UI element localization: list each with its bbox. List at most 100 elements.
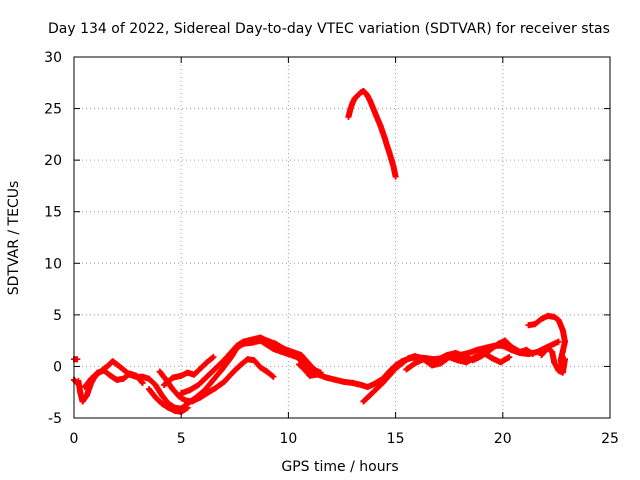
data-point [79, 398, 86, 405]
data-point [88, 375, 95, 382]
data-point [227, 350, 234, 357]
plot-frame [73, 56, 611, 419]
data-point [203, 373, 210, 380]
series-trace-h [345, 88, 399, 180]
data-point [184, 369, 191, 376]
data-point [113, 376, 120, 383]
data-point [452, 350, 459, 357]
data-point [191, 371, 198, 378]
data-point [373, 386, 380, 393]
y-tick-label: 30 [44, 50, 62, 66]
data-point [240, 338, 247, 345]
data-point [411, 353, 418, 360]
data-point [420, 356, 427, 363]
data-point [403, 366, 410, 373]
data-point [304, 359, 311, 366]
y-tick-label: 5 [53, 308, 62, 324]
data-point [474, 346, 481, 353]
data-point [544, 312, 551, 319]
data-point [392, 365, 399, 372]
y-axis-label: SDTVAR / TECUs [6, 181, 22, 296]
data-point [555, 367, 562, 374]
data-point [371, 107, 378, 114]
data-point [379, 379, 386, 386]
data-point [429, 362, 436, 369]
data-point-markers [156, 356, 277, 405]
data-point [379, 129, 386, 136]
data-point [146, 375, 153, 382]
data-point [126, 370, 133, 377]
data-point [165, 404, 172, 411]
data-point [311, 366, 318, 373]
data-point [323, 374, 330, 381]
data-point [461, 353, 468, 360]
data-point [109, 358, 116, 365]
data-point [158, 400, 165, 407]
data-point [559, 369, 566, 376]
data-point [332, 376, 339, 383]
data-point [559, 327, 566, 334]
data-point [212, 365, 219, 372]
data-point [195, 381, 202, 388]
series-trace-c [146, 386, 191, 415]
data-point [298, 352, 305, 359]
data-point [238, 361, 245, 368]
data-point [525, 322, 532, 329]
data-point [296, 361, 303, 368]
data-point [94, 369, 101, 376]
data-point [289, 348, 296, 355]
data-point [212, 385, 219, 392]
data-point [263, 337, 270, 344]
data-point [272, 340, 279, 347]
data-point [489, 355, 496, 362]
data-point [257, 364, 264, 371]
data-point [561, 338, 568, 345]
data-point [405, 355, 412, 362]
data-point [281, 345, 288, 352]
data-point [345, 113, 352, 120]
data-point [349, 99, 356, 106]
data-points [71, 88, 568, 415]
series-trace-e [161, 354, 217, 388]
data-point [203, 390, 210, 397]
data-point [248, 336, 255, 343]
data-point [561, 356, 568, 363]
y-tick-label: -5 [48, 411, 62, 427]
x-tick-label: 25 [601, 431, 619, 447]
data-point [463, 359, 470, 366]
data-point [364, 384, 371, 391]
data-point [508, 343, 515, 350]
data-point [263, 368, 270, 375]
data-point [152, 394, 159, 401]
x-axis-ticks: 0 5 10 15 20 25 [70, 57, 619, 447]
data-point [74, 356, 81, 363]
data-point [349, 379, 356, 386]
data-point [139, 373, 146, 380]
data-point [446, 354, 453, 361]
data-point [113, 361, 120, 368]
data-point [551, 340, 558, 347]
data-point [188, 398, 195, 405]
data-point [471, 354, 478, 361]
data-point [270, 373, 277, 380]
data-point [347, 105, 354, 112]
data-point [384, 142, 391, 149]
data-point [146, 386, 153, 393]
data-point [139, 379, 146, 386]
chart-title: Day 134 of 2022, Sidereal Day-to-day VTE… [48, 21, 610, 37]
series-trace-j [403, 350, 513, 373]
x-tick-label: 0 [70, 431, 79, 447]
data-point [317, 369, 324, 376]
data-point [392, 173, 399, 180]
data-point [178, 390, 185, 397]
y-axis-ticks: -5 0 5 10 15 20 25 30 [44, 50, 610, 427]
data-point [105, 362, 112, 369]
data-point [529, 351, 536, 358]
data-point [534, 348, 541, 355]
x-tick-label: 15 [387, 431, 405, 447]
data-point [399, 360, 406, 367]
y-tick-label: 15 [44, 205, 62, 221]
data-point [371, 380, 378, 387]
data-point [171, 407, 178, 414]
